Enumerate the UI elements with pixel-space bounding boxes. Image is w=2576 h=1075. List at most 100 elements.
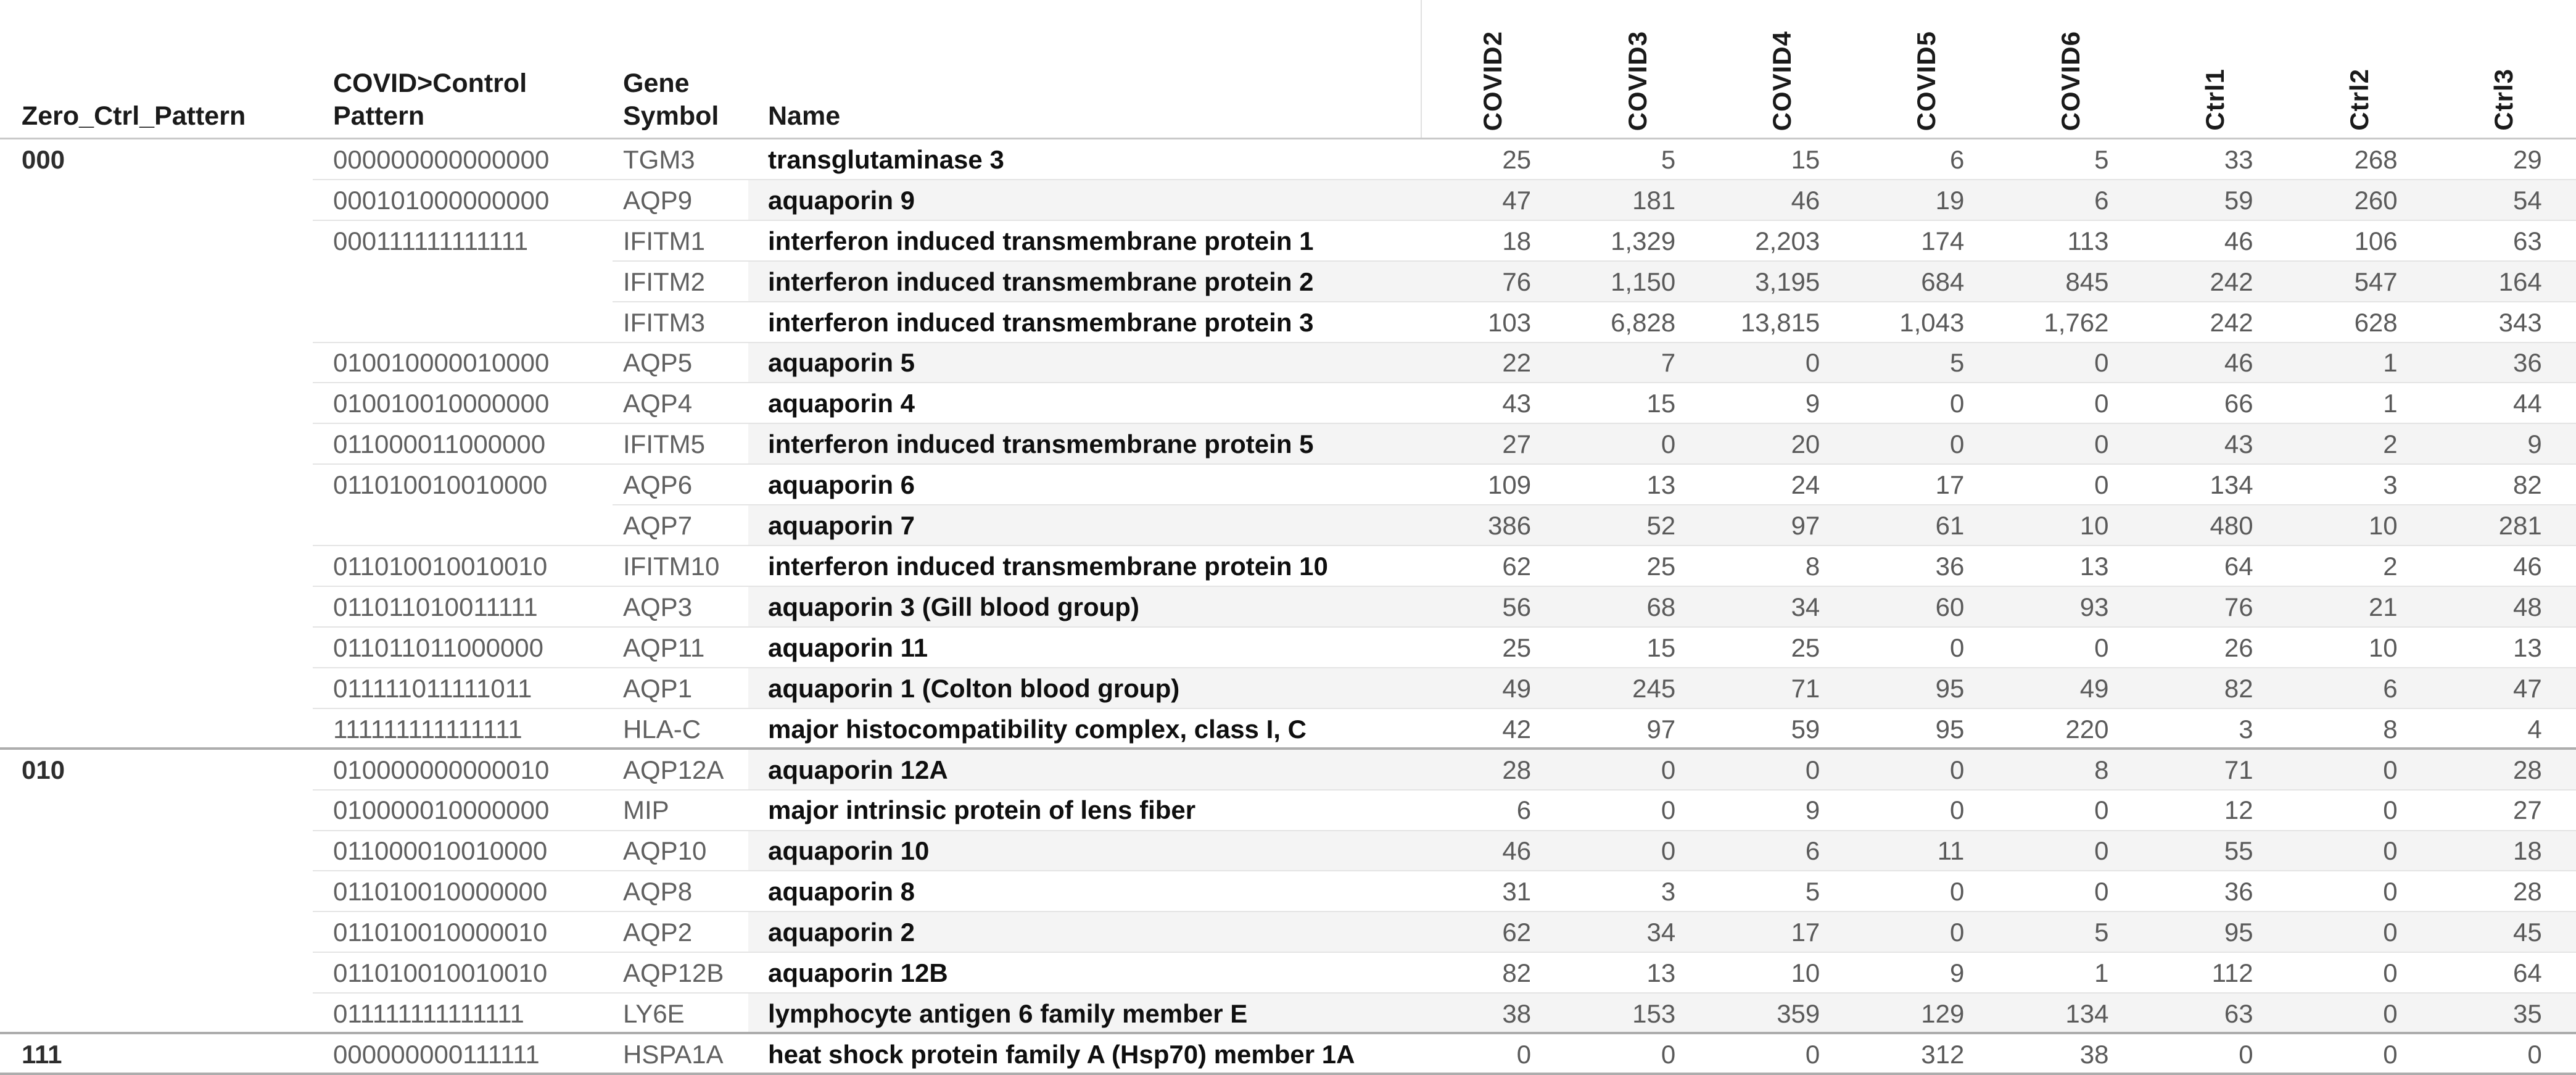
- cell-value: 28: [1421, 749, 1566, 791]
- cell-value: 242: [2142, 261, 2287, 302]
- cell-value: 113: [2067, 226, 2109, 255]
- cell-gene-name: interferon induced transmembrane protein…: [768, 226, 1314, 255]
- cell-gene-symbol: AQP10: [623, 836, 707, 866]
- table-row: 010000010000000 MIP major intrinsic prot…: [0, 791, 2576, 831]
- cell-value: 9: [1805, 795, 1820, 825]
- cell-gene-name: major histocompatibility complex, class …: [768, 714, 1307, 744]
- cell-value: 0: [2239, 1039, 2253, 1069]
- row-separator-line: [313, 911, 2576, 912]
- col-header-covid-control-pattern[interactable]: COVID>Control Pattern: [333, 68, 527, 131]
- cell-value: 48: [2431, 586, 2576, 628]
- col-header-covid5[interactable]: COVID5: [1854, 0, 1998, 139]
- cell-value: 684: [1854, 261, 1999, 302]
- row-separator-line: [313, 382, 2576, 383]
- cell-value: 44: [2513, 389, 2542, 418]
- cell-value: 220: [2065, 714, 2109, 744]
- cell-value: 18: [2431, 831, 2576, 872]
- row-separator-line: [313, 830, 2576, 831]
- cell-value: 3,195: [1709, 261, 1854, 302]
- cell-gene-name: interferon induced transmembrane protein…: [768, 307, 1314, 337]
- cell-value: 49: [1421, 668, 1566, 709]
- cell-value: 71: [1709, 668, 1854, 709]
- cell-value: 0: [1950, 877, 1965, 907]
- cell-covid-control-pattern: 000000000111111: [333, 1039, 540, 1069]
- cell-value: 260: [2287, 180, 2432, 221]
- table-row: 000 000000000000000 TGM3 transglutaminas…: [0, 139, 2576, 180]
- cell-zero-ctrl-pattern: [0, 180, 327, 221]
- col-header-covid3[interactable]: COVID3: [1565, 0, 1709, 139]
- cell-gene-symbol: AQP12A: [623, 755, 724, 784]
- cell-value: 0: [1950, 633, 1965, 662]
- cell-gene-name: interferon induced transmembrane protein…: [748, 424, 1421, 465]
- cell-value: 0: [2094, 795, 2109, 825]
- col-header-name[interactable]: Name: [768, 101, 841, 131]
- cell-value: 13: [2079, 552, 2109, 581]
- cell-gene-name: aquaporin 1 (Colton blood group): [748, 668, 1421, 709]
- cell-gene-symbol: AQP2: [623, 918, 693, 947]
- cell-value: 0: [2287, 749, 2432, 791]
- cell-value: 17: [1935, 470, 1965, 500]
- cell-zero-ctrl-pattern: 111: [22, 1039, 62, 1069]
- cell-value: 36: [2431, 342, 2576, 384]
- cell-gene-symbol: HSPA1A: [623, 1039, 724, 1069]
- cell-gene-name: aquaporin 3 (Gill blood group): [748, 586, 1421, 628]
- cell-value: 62: [1421, 912, 1566, 953]
- cell-value: 15: [1791, 144, 1820, 174]
- col-header-ctrl3[interactable]: Ctrl3: [2432, 0, 2576, 139]
- cell-gene-symbol: AQP8: [623, 877, 693, 907]
- cell-zero-ctrl-pattern: [0, 221, 327, 262]
- cell-value: 54: [2431, 180, 2576, 221]
- cell-value: 56: [1421, 586, 1566, 628]
- col-header-gene-symbol[interactable]: Gene Symbol: [623, 68, 719, 131]
- cell-covid-control-pattern: 011011010011111: [333, 592, 538, 621]
- col-header-covid6[interactable]: COVID6: [1998, 0, 2142, 139]
- cell-gene-symbol: LY6E: [623, 998, 685, 1028]
- group-separator-line: [0, 1073, 2576, 1075]
- cell-value: 0: [2383, 795, 2398, 825]
- cell-gene-name: heat shock protein family A (Hsp70) memb…: [768, 1039, 1355, 1069]
- table-header-row: Zero_Ctrl_Pattern COVID>Control Pattern …: [0, 0, 2576, 139]
- cell-value: 0: [1854, 912, 1999, 953]
- cell-value: 2: [2383, 552, 2398, 581]
- cell-value: 0: [1998, 831, 2143, 872]
- table-row: IFITM3 interferon induced transmembrane …: [0, 302, 2576, 343]
- cell-value: 42: [1502, 714, 1532, 744]
- cell-value: 10: [1998, 505, 2143, 547]
- cell-value: 38: [1421, 994, 1566, 1034]
- cell-value: 61: [1854, 505, 1999, 547]
- cell-value: 95: [1935, 714, 1965, 744]
- cell-zero-ctrl-pattern: [0, 546, 327, 587]
- col-header-covid2[interactable]: COVID2: [1421, 0, 1565, 139]
- row-separator-line: [313, 586, 2576, 587]
- col-header-ctrl2[interactable]: Ctrl2: [2287, 0, 2432, 139]
- cell-value: 9: [1950, 958, 1965, 988]
- col-header-covid4[interactable]: COVID4: [1709, 0, 1854, 139]
- cell-value: 0: [1854, 424, 1999, 465]
- cell-value: 1,329: [1611, 226, 1676, 255]
- cell-value: 29: [2513, 144, 2542, 174]
- cell-gene-symbol: AQP3: [623, 592, 693, 621]
- cell-value: 0: [2383, 877, 2398, 907]
- cell-gene-name: aquaporin 4: [768, 389, 915, 418]
- sample-label: Ctrl2: [2344, 68, 2374, 131]
- table-row: 011010010000010 AQP2 aquaporin 2 62 34 1…: [0, 912, 2576, 953]
- col-header-ctrl1[interactable]: Ctrl1: [2142, 0, 2287, 139]
- col-header-zero-ctrl-pattern[interactable]: Zero_Ctrl_Pattern: [22, 101, 246, 131]
- cell-value: 129: [1854, 994, 1999, 1034]
- cell-covid-control-pattern: 010010000010000: [333, 348, 550, 378]
- row-separator-line: [313, 992, 2576, 994]
- cell-value: 5: [1854, 342, 1999, 384]
- cell-value: 480: [2142, 505, 2287, 547]
- cell-gene-name: transglutaminase 3: [768, 144, 1004, 174]
- cell-value: 6: [2287, 668, 2432, 709]
- table-row: IFITM2 interferon induced transmembrane …: [0, 261, 2576, 302]
- cell-value: 0: [2383, 1039, 2398, 1069]
- cell-covid-control-pattern: 010000010000000: [333, 795, 550, 825]
- cell-value: 10: [1791, 958, 1820, 988]
- cell-value: 46: [2224, 226, 2253, 255]
- table-row: 011000010010000 AQP10 aquaporin 10 46 0 …: [0, 831, 2576, 872]
- cell-value: 6: [1998, 180, 2143, 221]
- cell-value: 63: [2142, 994, 2287, 1034]
- cell-value: 0: [1565, 831, 1710, 872]
- cell-value: 25: [1791, 633, 1820, 662]
